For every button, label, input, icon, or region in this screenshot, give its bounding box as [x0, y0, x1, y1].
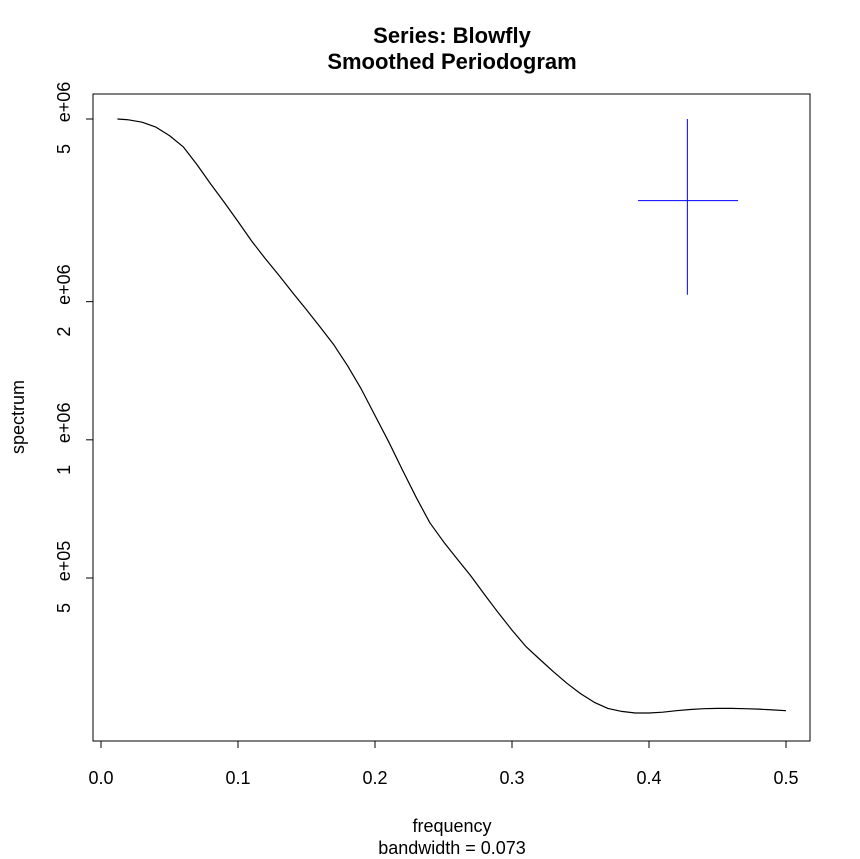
x-axis-label: frequency — [412, 816, 491, 836]
x-tick-label: 0.2 — [362, 768, 387, 788]
spectrum-line — [117, 118, 787, 714]
series-layer — [117, 118, 787, 714]
x-tick-label: 0.1 — [225, 768, 250, 788]
x-tick-label: 0.4 — [636, 768, 661, 788]
bandwidth-marker — [638, 119, 739, 295]
y-tick-exponent: e+06 — [54, 82, 74, 123]
x-tick-label: 0.3 — [499, 768, 524, 788]
y-tick-mantissa: 2 — [54, 327, 74, 337]
x-axis: 0.0 0.1 0.2 0.3 0.4 0.5 — [88, 740, 799, 788]
y-tick-exponent: e+05 — [54, 541, 74, 582]
y-tick-mantissa: 1 — [54, 465, 74, 475]
y-tick-mantissa: 5 — [54, 144, 74, 154]
y-tick-mantissa: 5 — [54, 603, 74, 613]
y-axis: 5 e+05 1 e+06 2 e+06 5 e+06 — [54, 82, 94, 613]
plot-area-frame — [92, 93, 811, 742]
x-tick-label: 0.0 — [88, 768, 113, 788]
y-tick-exponent: e+06 — [54, 403, 74, 444]
chart-title: Series: Blowfly — [373, 23, 531, 48]
y-tick-exponent: e+06 — [54, 264, 74, 305]
x-axis-sublabel: bandwidth = 0.073 — [378, 838, 526, 858]
y-axis-label: spectrum — [8, 380, 28, 454]
chart-subtitle: Smoothed Periodogram — [327, 49, 576, 74]
x-tick-label: 0.5 — [773, 768, 798, 788]
